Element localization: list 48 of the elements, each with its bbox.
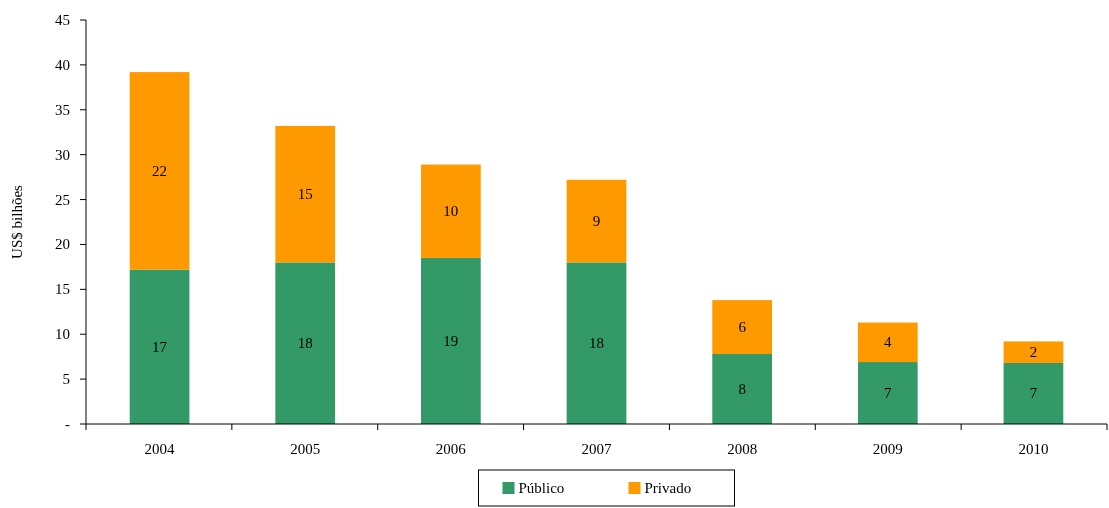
data-label: 4 — [884, 334, 893, 351]
data-label: 19 — [443, 332, 459, 349]
legend-label: Privado — [644, 480, 692, 496]
y-tick-label: 45 — [55, 12, 70, 28]
x-tick-label: 2004 — [144, 441, 176, 457]
data-label: 8 — [738, 380, 746, 397]
x-tick-label: 2006 — [435, 441, 467, 457]
bar — [275, 262, 336, 424]
x-tick-label: 2005 — [290, 441, 321, 457]
y-tick-label: 20 — [55, 236, 70, 253]
bar — [857, 362, 918, 424]
bar — [1003, 362, 1064, 424]
bar — [857, 322, 918, 363]
x-tick-label: 2010 — [1018, 441, 1049, 457]
bar — [566, 179, 627, 263]
data-label: 6 — [738, 319, 747, 336]
y-tick-label: 40 — [55, 56, 70, 73]
data-label: 10 — [443, 203, 459, 220]
y-tick-label: - — [65, 416, 70, 432]
bar — [275, 125, 336, 263]
bar — [712, 353, 773, 424]
data-label: 17 — [152, 338, 168, 355]
legend-label: Público — [518, 480, 565, 496]
bar — [129, 72, 190, 270]
x-tick-label: 2009 — [872, 441, 903, 457]
y-axis-title: US$ bilhões — [9, 184, 25, 259]
data-label: 18 — [297, 335, 313, 352]
data-label: 7 — [884, 385, 893, 402]
bar — [420, 164, 481, 258]
data-label: 9 — [592, 213, 601, 230]
y-tick-label: 15 — [55, 281, 70, 298]
bar — [420, 257, 481, 424]
data-label: 22 — [152, 162, 168, 179]
y-tick-label: 25 — [55, 191, 70, 208]
y-tick-label: 35 — [55, 101, 70, 118]
data-label: 7 — [1029, 385, 1038, 402]
data-label: 18 — [589, 335, 604, 352]
bar — [129, 269, 190, 424]
y-tick-label: 30 — [55, 146, 70, 163]
bar — [566, 262, 627, 424]
bar — [712, 300, 773, 354]
data-label: 15 — [297, 186, 313, 203]
x-tick-label: 2007 — [581, 441, 612, 457]
x-tick-label: 2008 — [727, 441, 758, 457]
bar — [1003, 341, 1064, 363]
data-label: 2 — [1029, 344, 1038, 361]
y-tick-label: 10 — [55, 326, 70, 343]
y-tick-label: 5 — [62, 371, 70, 388]
